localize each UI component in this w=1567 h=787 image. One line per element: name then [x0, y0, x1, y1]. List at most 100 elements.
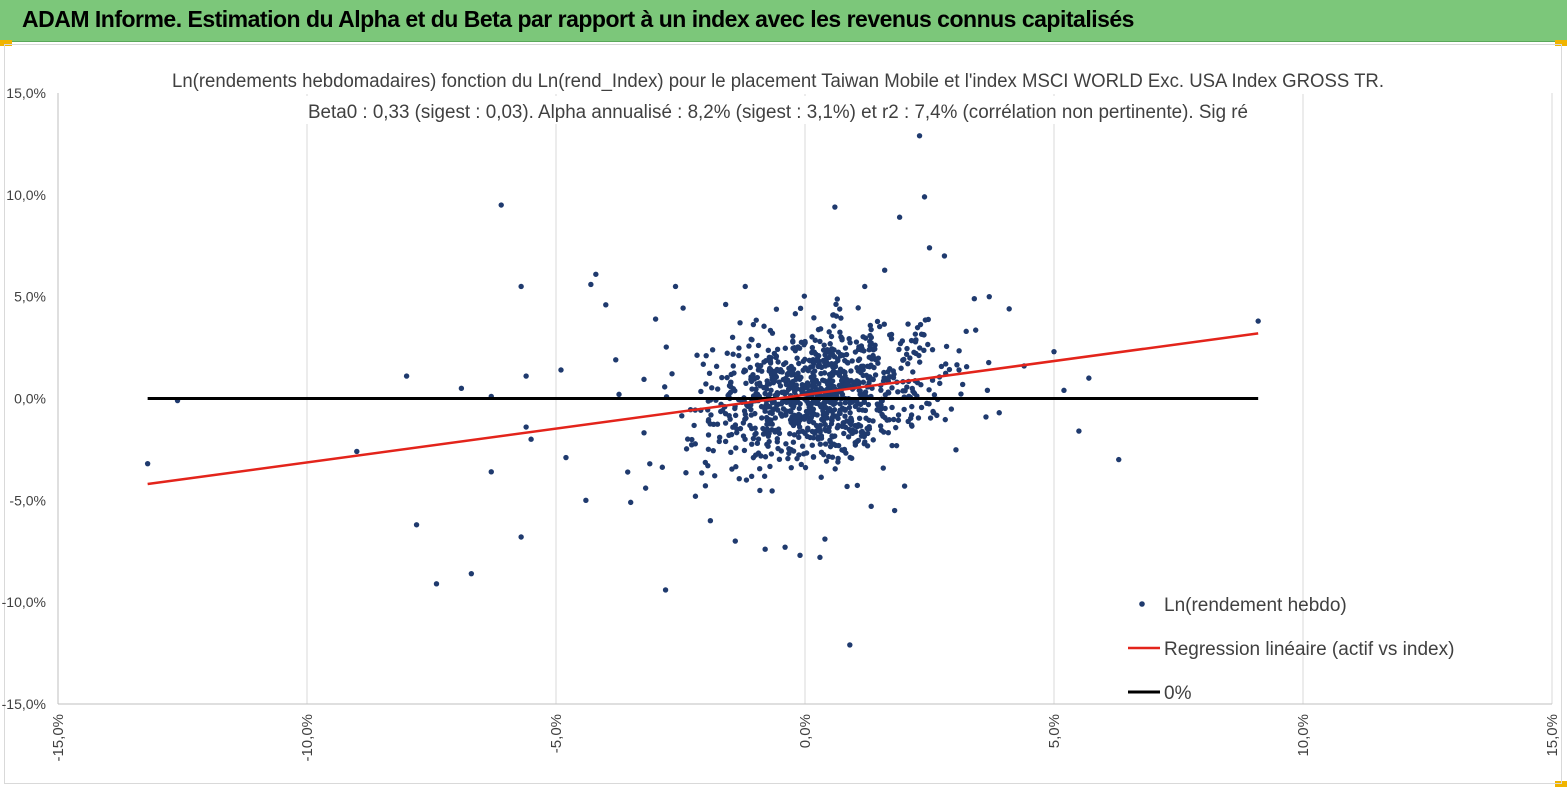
- scatter-point: [835, 455, 841, 462]
- scatter-point: [783, 389, 790, 396]
- scatter-point: [518, 534, 524, 540]
- scatter-point: [844, 418, 850, 424]
- scatter-point: [926, 245, 933, 251]
- scatter-point: [822, 360, 828, 366]
- scatter-point: [708, 412, 714, 418]
- scatter-point: [846, 404, 853, 411]
- scatter-point: [736, 345, 742, 351]
- y-tick-label: -15,0%: [2, 696, 46, 712]
- scatter-point: [862, 283, 868, 290]
- scatter-point: [707, 518, 714, 524]
- scatter-point: [827, 443, 834, 450]
- scatter-point: [859, 345, 865, 352]
- scatter-point: [712, 473, 718, 479]
- scatter-point: [856, 415, 863, 421]
- scatter-point: [603, 302, 609, 308]
- scatter-point: [763, 414, 770, 421]
- scatter-point: [984, 387, 991, 393]
- scatter-point: [778, 401, 785, 407]
- scatter-point: [754, 374, 761, 381]
- scatter-point: [752, 425, 758, 431]
- scatter-point: [726, 412, 732, 419]
- scatter-point: [805, 425, 811, 431]
- scatter-point: [722, 438, 729, 445]
- scatter-point: [752, 431, 758, 438]
- scatter-point: [709, 347, 716, 353]
- scatter-point: [925, 341, 931, 348]
- scatter-point: [905, 418, 911, 425]
- scatter-point: [877, 423, 884, 429]
- scatter-point: [729, 466, 735, 472]
- scatter-point: [719, 374, 725, 381]
- scatter-point: [802, 464, 809, 471]
- scatter-point: [593, 271, 599, 277]
- scatter-point: [790, 448, 797, 454]
- scatter-point: [907, 355, 913, 361]
- scatter-point: [1255, 318, 1261, 324]
- scatter-point: [776, 456, 783, 463]
- scatter-point: [354, 448, 360, 455]
- scatter-point: [749, 441, 755, 447]
- scatter-point: [583, 497, 589, 504]
- scatter-point: [699, 470, 705, 476]
- corner-marker-bottom-right: [1555, 781, 1567, 787]
- scatter-point: [954, 362, 960, 368]
- scatter-point: [941, 253, 948, 259]
- legend-label-regression: Regression linéaire (actif vs index): [1164, 639, 1454, 660]
- scatter-point: [768, 387, 774, 393]
- scatter-point: [881, 369, 887, 376]
- scatter-point: [874, 318, 881, 325]
- scatter-point: [869, 376, 875, 382]
- scatter-point: [745, 356, 751, 362]
- scatter-point: [845, 434, 852, 440]
- scatter-point: [749, 386, 755, 392]
- scatter-point: [826, 406, 833, 412]
- scatter-point: [828, 360, 835, 367]
- scatter-point: [855, 305, 861, 311]
- scatter-point: [918, 382, 924, 388]
- scatter-point: [743, 477, 750, 483]
- scatter-point: [879, 411, 885, 418]
- scatter-point: [794, 355, 800, 361]
- scatter-point: [775, 359, 781, 365]
- scatter-point: [779, 413, 785, 419]
- scatter-point: [641, 430, 647, 436]
- scatter-point: [729, 334, 736, 340]
- scatter-point: [753, 386, 759, 392]
- scatter-point: [867, 322, 874, 329]
- scatter-point: [860, 363, 866, 369]
- scatter-point: [855, 437, 862, 444]
- scatter-point: [842, 413, 848, 419]
- scatter-point: [563, 454, 569, 461]
- scatter-point: [771, 350, 778, 357]
- scatter-point: [790, 405, 796, 411]
- scatter-point: [790, 366, 797, 372]
- scatter-point: [903, 351, 910, 357]
- scatter-point: [830, 384, 837, 390]
- scatter-point: [791, 415, 797, 422]
- scatter-point: [716, 438, 722, 445]
- scatter-point: [1051, 348, 1057, 355]
- scatter-point: [831, 353, 838, 360]
- scatter-point: [767, 327, 774, 334]
- scatter-point: [834, 413, 840, 419]
- scatter-point: [821, 342, 827, 348]
- scatter-point: [916, 352, 922, 359]
- scatter-point: [822, 399, 828, 405]
- scatter-point: [783, 381, 790, 388]
- scatter-point: [827, 399, 834, 406]
- x-tick-label: 0,0%: [797, 714, 814, 748]
- scatter-point: [853, 339, 860, 345]
- scatter-point: [767, 463, 773, 470]
- scatter-point: [858, 369, 864, 376]
- scatter-point: [891, 507, 898, 514]
- scatter-point: [680, 305, 686, 311]
- scatter-point: [740, 433, 747, 439]
- scatter-point: [827, 438, 833, 445]
- scatter-point: [856, 356, 863, 362]
- scatter-point: [861, 433, 867, 440]
- scatter-point: [889, 442, 895, 449]
- scatter-point: [790, 338, 796, 344]
- scatter-point: [854, 365, 860, 371]
- scatter-point: [797, 552, 803, 559]
